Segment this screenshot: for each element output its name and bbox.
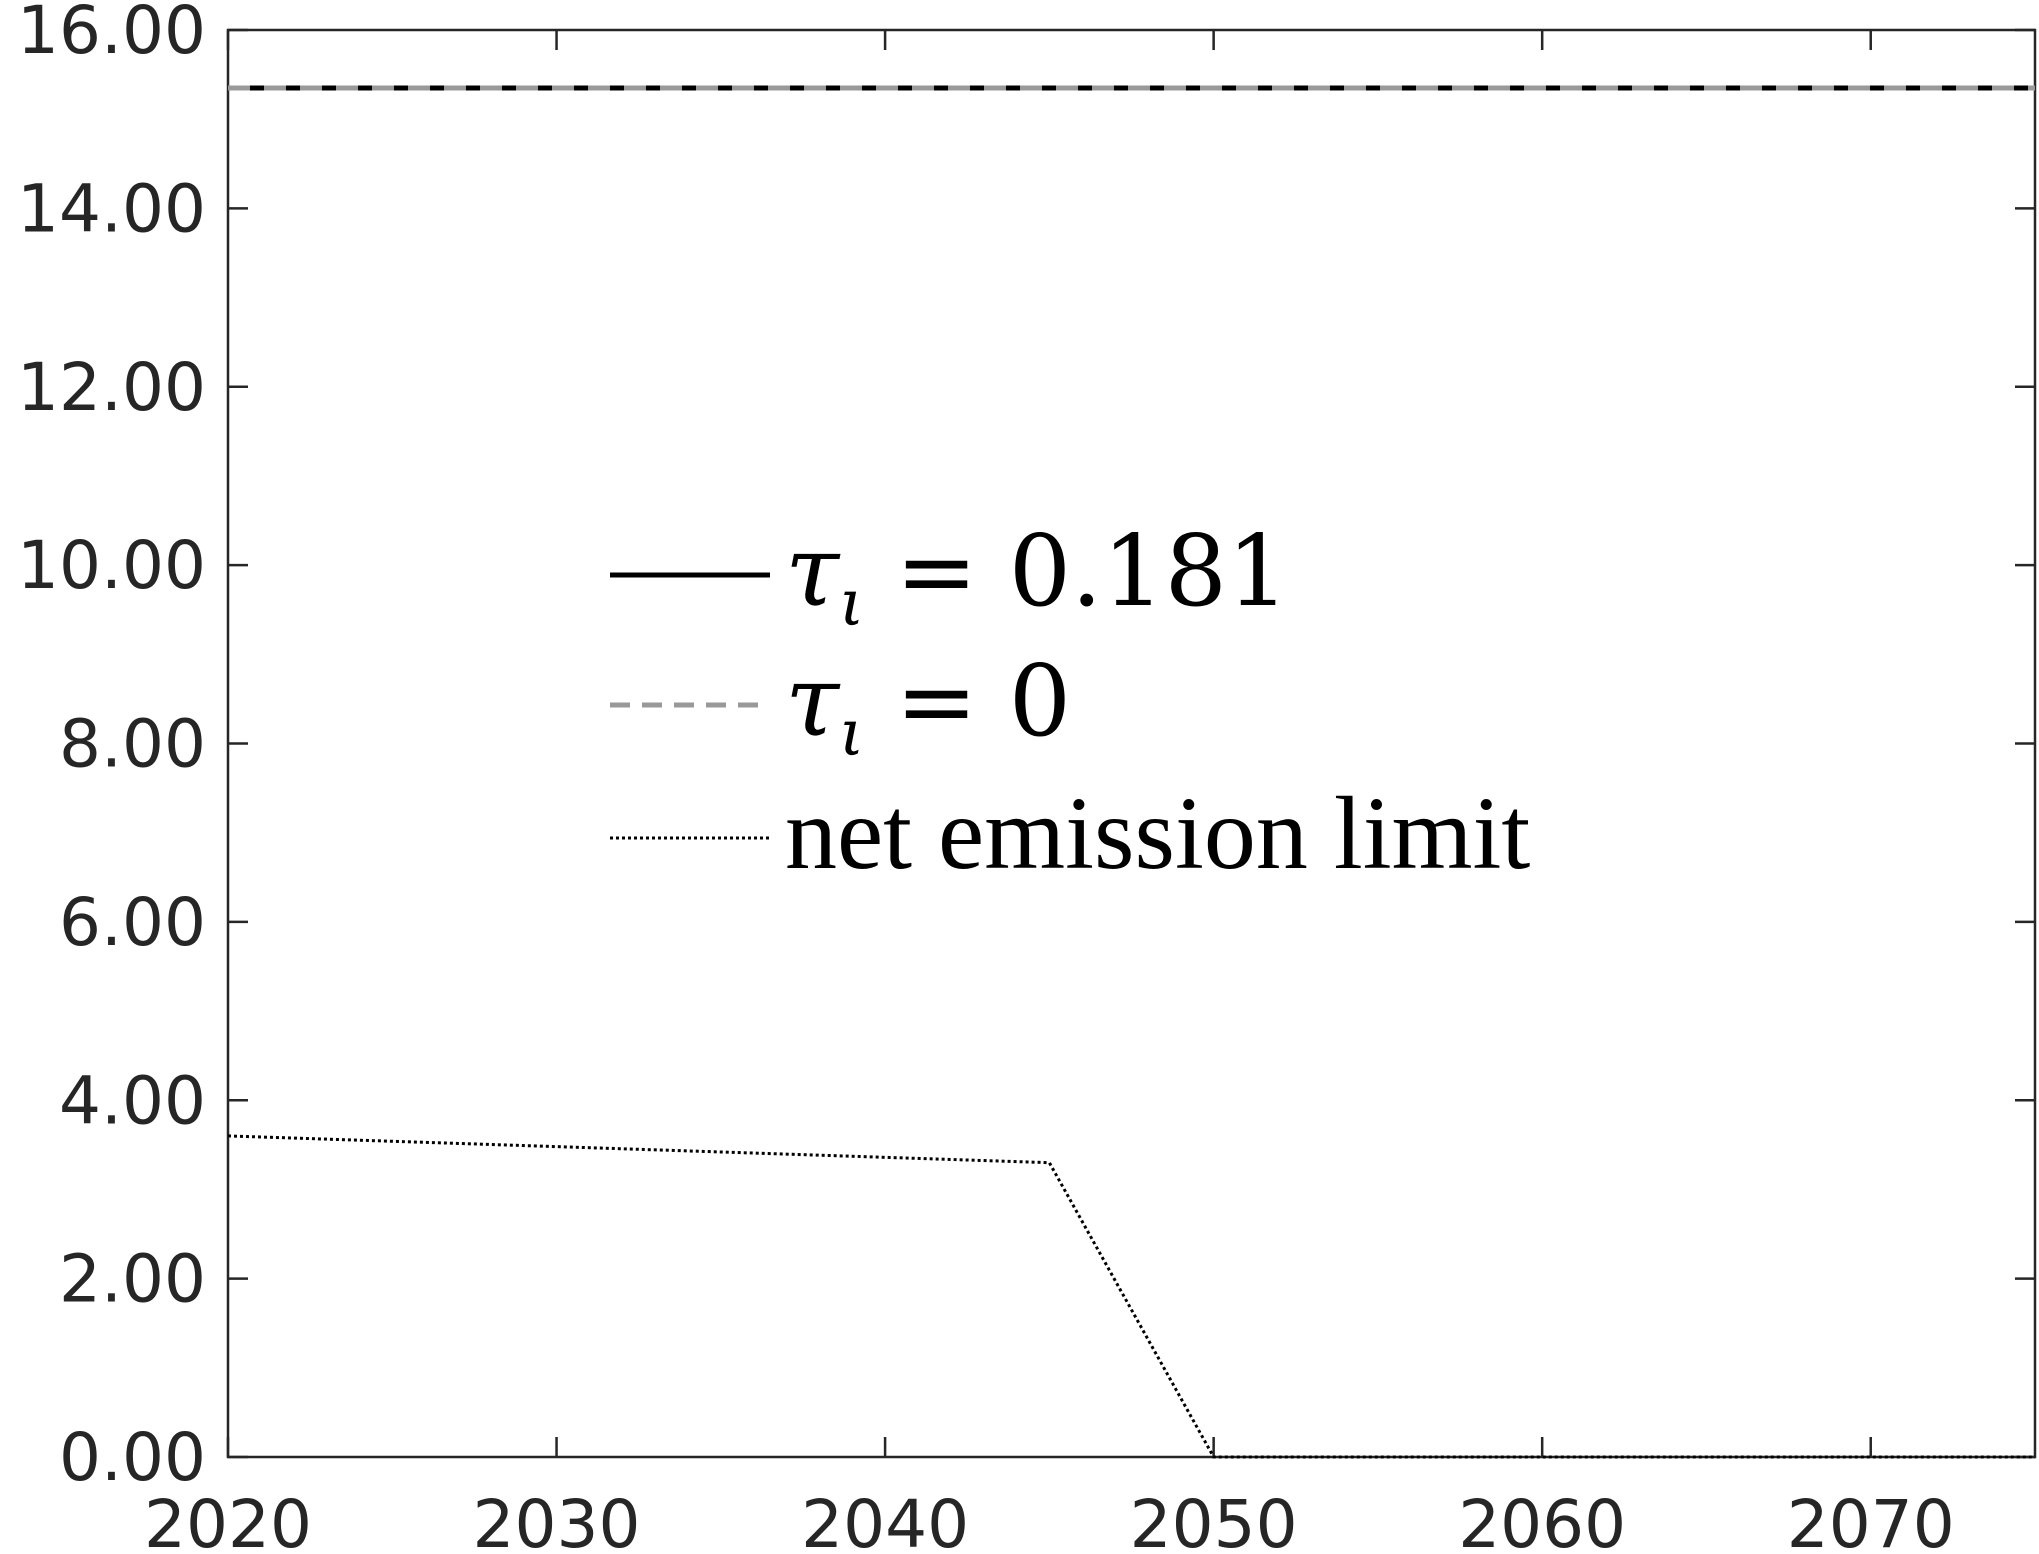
y-tick-label: 4.00: [59, 1062, 206, 1139]
axes-frame: [226, 28, 2037, 1459]
legend-label-1: τι = 0: [785, 645, 1071, 771]
y-tick-label: 14.00: [17, 170, 206, 247]
y-tick-label: 12.00: [17, 349, 206, 426]
x-tick-label: 2050: [1130, 1486, 1298, 1554]
axis-ticks: 2020 2030 2040 2050 2060 2070 0.00 2.00 4.00 6.00…: [17, 0, 2035, 1554]
y-tick-label: 0.00: [59, 1419, 206, 1496]
x-tick-label: 2020: [144, 1486, 312, 1554]
x-tick-label: 2030: [473, 1486, 641, 1554]
y-tick-label: 10.00: [17, 527, 206, 604]
y-tick-label: 16.00: [17, 0, 206, 69]
y-tick-label: 8.00: [59, 706, 206, 783]
x-tick-label: 2060: [1458, 1486, 1626, 1554]
series-layer: [227, 85, 2035, 1459]
y-tick-label: 2.00: [59, 1241, 206, 1318]
x-tick-label: 2070: [1787, 1486, 1955, 1554]
legend-label-0: τι = 0.181: [785, 515, 1289, 641]
series-line-2: [227, 1134, 2035, 1459]
y-tick-label: 6.00: [59, 884, 206, 961]
plot-frame: [226, 28, 2037, 1459]
legend-label-2: net emission limit: [785, 776, 1530, 891]
x-tick-label: 2040: [801, 1486, 969, 1554]
